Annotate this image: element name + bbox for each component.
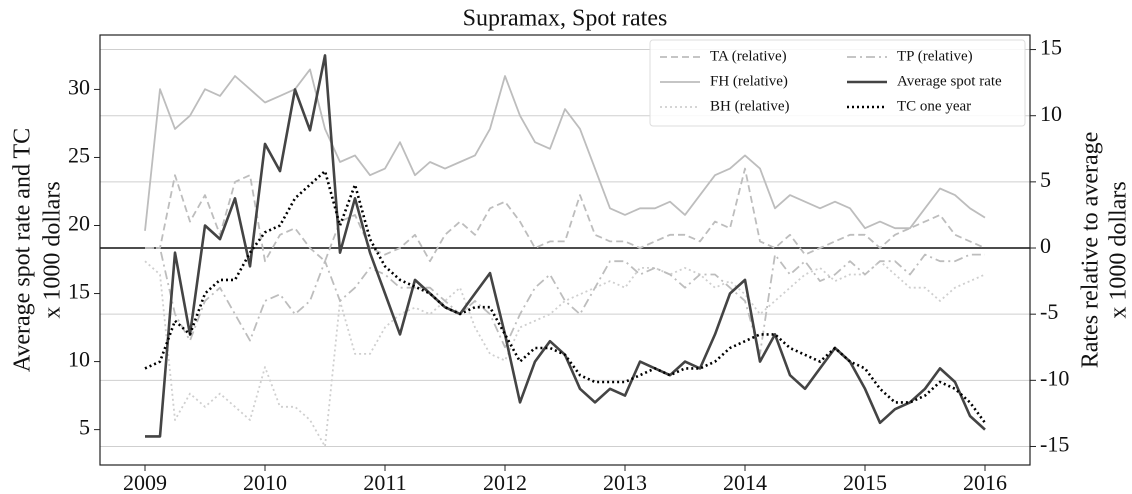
x-tick-label: 2013 xyxy=(603,470,647,494)
x-tick-label: 2009 xyxy=(123,470,167,494)
x-tick-label: 2015 xyxy=(843,470,887,494)
y2-tick-label: 5 xyxy=(1040,167,1051,192)
legend-label: TC one year xyxy=(897,98,971,114)
y-axis-label: x 1000 dollars xyxy=(40,181,66,318)
legend-label: BH (relative) xyxy=(710,98,790,114)
y2-axis-label: Rates relative to average xyxy=(1078,132,1104,369)
legend-label: TP (relative) xyxy=(897,48,973,64)
y2-tick-label: 15 xyxy=(1040,35,1062,60)
y2-tick-label: -15 xyxy=(1040,432,1069,457)
series-line xyxy=(144,68,986,231)
y-tick-label: 5 xyxy=(79,415,90,440)
y-tick-label: 20 xyxy=(68,211,90,236)
x-tick-label: 2011 xyxy=(363,470,406,494)
y-tick-label: 10 xyxy=(68,347,90,372)
y2-tick-label: 0 xyxy=(1040,233,1051,258)
legend-box xyxy=(649,39,1026,127)
y2-tick-label: 10 xyxy=(1040,101,1062,126)
series-line xyxy=(145,247,985,355)
y-axis-label: Average spot rate and TC xyxy=(10,128,36,372)
y2-tick-label: -5 xyxy=(1040,299,1058,324)
chart-title: Supramax, Spot rates xyxy=(463,6,668,32)
legend-label: Average spot rate xyxy=(897,73,1002,89)
y2-axis-label: x 1000 dollars xyxy=(1106,181,1132,318)
x-tick-label: 2010 xyxy=(243,470,287,494)
legend-label: FH (relative) xyxy=(710,73,788,89)
y-tick-label: 30 xyxy=(68,74,90,99)
y-tick-label: 15 xyxy=(68,279,90,304)
legend-label: TA (relative) xyxy=(710,48,787,64)
plot-frame xyxy=(99,34,1031,466)
x-tick-label: 2014 xyxy=(723,470,767,494)
x-tick-label: 2016 xyxy=(963,470,1007,494)
y2-tick-label: -10 xyxy=(1040,365,1069,390)
x-tick-label: 2012 xyxy=(483,470,527,494)
y-tick-label: 25 xyxy=(68,143,90,168)
series-line xyxy=(144,169,987,424)
series-line xyxy=(144,260,986,448)
